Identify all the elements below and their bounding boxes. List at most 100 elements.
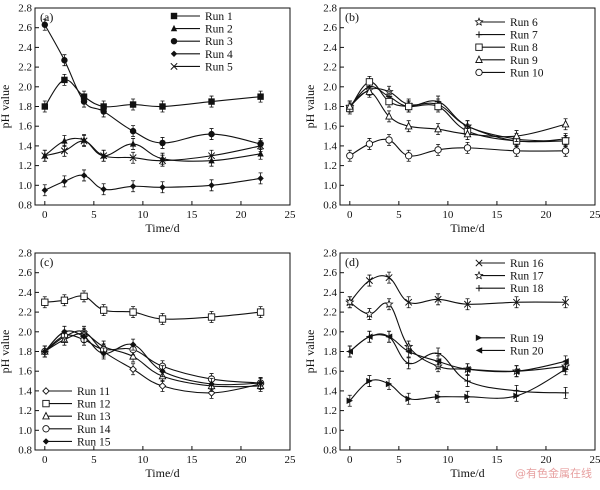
data-point	[405, 360, 411, 366]
panel-label: (a)	[40, 10, 53, 24]
y-tick-label: 1.4	[18, 385, 32, 397]
x-tick-label: 15	[186, 454, 198, 466]
data-point	[130, 366, 136, 372]
plot-frame	[340, 8, 595, 205]
data-point	[130, 128, 136, 134]
y-tick-label: 2.2	[18, 62, 32, 74]
series-run-6	[346, 84, 569, 146]
legend-entry: Run 14	[43, 424, 111, 436]
x-tick-label: 20	[540, 209, 552, 221]
x-tick-label: 5	[91, 454, 97, 466]
series-run-9	[347, 86, 569, 141]
y-tick-label: 2.6	[323, 22, 337, 34]
y-tick-label: 1.6	[18, 121, 32, 133]
x-axis-label: Time/d	[145, 221, 179, 235]
data-point	[42, 103, 48, 109]
series-run-4	[42, 170, 264, 196]
legend-marker	[171, 13, 177, 19]
legend-entry: Run 15	[43, 436, 111, 448]
x-tick-label: 0	[347, 209, 353, 221]
series-run-5	[42, 135, 264, 166]
y-tick-label: 2.0	[18, 326, 32, 338]
legend-entry: Run 20	[476, 345, 544, 357]
y-tick-label: 2.4	[323, 42, 337, 54]
x-tick-label: 15	[186, 209, 198, 221]
panel-label: (d)	[345, 255, 359, 269]
x-tick-label: 10	[442, 209, 454, 221]
data-point	[562, 121, 568, 127]
series-run-1	[42, 74, 264, 112]
panel-label: (c)	[40, 255, 53, 269]
legend-label: Run 18	[510, 283, 544, 295]
y-tick-label: 0.8	[323, 445, 337, 457]
legend-marker	[171, 38, 177, 44]
y-tick-label: 1.8	[323, 101, 337, 113]
data-point	[81, 293, 87, 299]
legend-marker	[476, 31, 482, 37]
data-point	[435, 103, 441, 109]
x-tick-label: 10	[442, 454, 454, 466]
legend-entry: Run 8	[476, 42, 538, 54]
data-point	[562, 138, 568, 144]
data-point	[159, 316, 165, 322]
y-tick-label: 1.0	[323, 425, 337, 437]
data-point	[386, 98, 392, 104]
legend-entry: Run 5	[171, 61, 233, 73]
series-line	[45, 335, 261, 383]
y-tick-label: 1.2	[323, 405, 337, 417]
series-line	[45, 331, 261, 385]
x-tick-label: 5	[91, 209, 97, 221]
y-tick-label: 2.0	[323, 326, 337, 338]
legend-label: Run 15	[77, 436, 111, 448]
legend-entry: Run 2	[171, 24, 233, 36]
x-tick-label: 25	[590, 209, 600, 221]
y-tick-label: 2.0	[323, 81, 337, 93]
data-point	[208, 98, 214, 104]
legend-entry: Run 7	[476, 30, 538, 42]
x-tick-label: 20	[235, 454, 247, 466]
data-point	[42, 22, 48, 28]
y-axis-label: pH value	[303, 330, 317, 374]
series-line	[45, 141, 261, 161]
legend-marker	[475, 18, 482, 25]
legend-entry: Run 12	[43, 399, 111, 411]
panel-label: (b)	[345, 10, 359, 24]
data-point	[159, 103, 165, 109]
data-point	[61, 57, 67, 63]
legend-entry: Run 6	[475, 17, 538, 29]
y-tick-label: 2.0	[18, 81, 32, 93]
series-run-10	[347, 134, 569, 161]
data-point	[100, 186, 106, 192]
data-point	[130, 101, 136, 107]
x-tick-label: 15	[491, 454, 503, 466]
series-run-11	[42, 326, 264, 398]
legend-marker	[476, 285, 482, 291]
x-tick-label: 10	[137, 454, 149, 466]
legend-label: Run 12	[77, 399, 111, 411]
y-tick-label: 0.8	[18, 200, 32, 212]
x-tick-label: 0	[347, 454, 353, 466]
data-point	[347, 153, 353, 159]
series-line	[45, 80, 261, 107]
data-point	[159, 140, 165, 146]
y-tick-label: 2.4	[18, 42, 32, 54]
data-point	[513, 148, 519, 154]
y-tick-label: 1.2	[18, 160, 32, 172]
series-run-14	[42, 330, 264, 388]
legend-label: Run 14	[77, 424, 111, 436]
legend-label: Run 17	[510, 271, 544, 283]
data-point	[42, 299, 48, 305]
y-tick-label: 1.0	[18, 425, 32, 437]
legend-label: Run 9	[510, 55, 538, 67]
y-tick-label: 1.0	[18, 180, 32, 192]
data-point	[386, 137, 392, 143]
data-point	[61, 178, 67, 184]
plot-frame	[340, 253, 595, 450]
legend-marker	[476, 335, 482, 341]
y-axis-label: pH value	[0, 85, 12, 129]
series-line	[45, 296, 261, 319]
legend-marker	[43, 438, 49, 444]
